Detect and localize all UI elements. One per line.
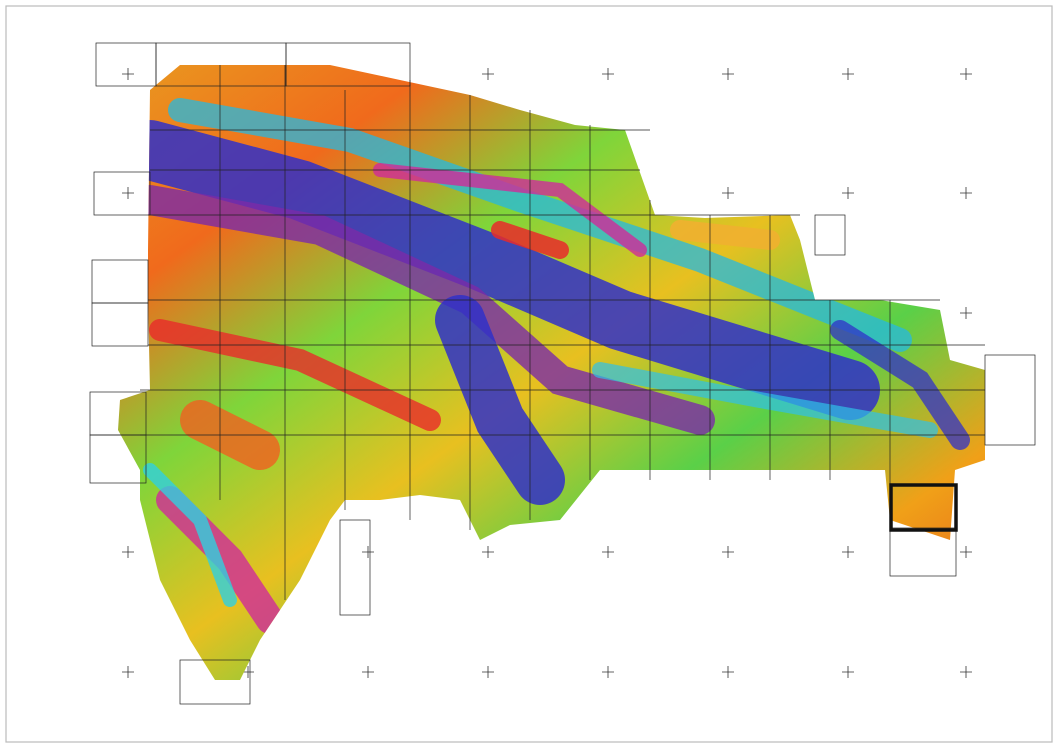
page — [0, 0, 1059, 749]
map-figure — [0, 0, 1059, 749]
